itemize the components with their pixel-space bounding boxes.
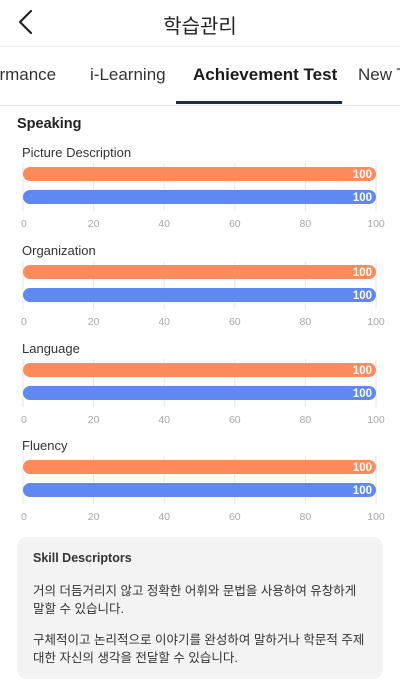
bar-value-label: 100 xyxy=(353,290,372,302)
bar-value-label: 100 xyxy=(353,485,372,497)
bar-value-label: 100 xyxy=(353,388,372,400)
bar-value-label: 100 xyxy=(353,365,372,377)
chart-language: Language 100 100 0 20 40 60 80 100 xyxy=(0,341,400,437)
tick-label: 0 xyxy=(21,218,27,230)
skill-descriptors-title: Skill Descriptors xyxy=(33,551,132,565)
tick-label: 40 xyxy=(158,316,170,328)
tab-achievement-test[interactable]: Achievement Test xyxy=(193,65,338,84)
tab-i-learning[interactable]: i-Learning xyxy=(90,65,166,84)
bar xyxy=(23,190,376,204)
bar xyxy=(23,386,376,400)
tick-label: 100 xyxy=(367,511,385,523)
bar xyxy=(23,288,376,302)
tab-performance[interactable]: ormance xyxy=(0,65,57,84)
tick-label: 100 xyxy=(367,218,385,230)
chart-fluency: Fluency 100 100 0 20 40 60 80 100 xyxy=(0,438,400,534)
bar-value-label: 100 xyxy=(353,462,372,474)
tick-label: 40 xyxy=(158,511,170,523)
tick-label: 80 xyxy=(300,316,312,328)
page-title: 학습관리 xyxy=(163,16,237,38)
tick-label: 20 xyxy=(88,414,100,426)
chart-title: Fluency xyxy=(22,438,68,453)
section-title: Speaking xyxy=(17,116,82,132)
tick-label: 0 xyxy=(21,511,27,523)
tick-label: 60 xyxy=(229,414,241,426)
tick-label: 60 xyxy=(229,218,241,230)
bar xyxy=(23,483,376,497)
tick-label: 60 xyxy=(229,511,241,523)
bar-value-label: 100 xyxy=(353,192,372,204)
tick-label: 100 xyxy=(367,414,385,426)
bar-value-label: 100 xyxy=(353,267,372,279)
tick-label: 20 xyxy=(88,511,100,523)
chart-title: Organization xyxy=(22,243,96,258)
back-button[interactable] xyxy=(12,8,40,36)
tick-label: 60 xyxy=(229,316,241,328)
tick-label: 80 xyxy=(300,511,312,523)
chart-title: Language xyxy=(22,341,80,356)
tab-bar: ormance i-Learning Achievement Test New … xyxy=(0,46,400,106)
bar xyxy=(23,167,376,181)
skill-descriptors-card: Skill Descriptors 거의 더듬거리지 않고 정확한 어휘와 문법… xyxy=(17,537,383,679)
bar-value-label: 100 xyxy=(353,169,372,181)
tick-label: 20 xyxy=(88,316,100,328)
chart-svg: 100 100 0 20 40 60 80 100 xyxy=(21,359,385,426)
tick-label: 80 xyxy=(300,414,312,426)
active-tab-indicator xyxy=(176,101,342,104)
chart-organization: Organization 100 100 0 20 40 60 80 100 xyxy=(0,243,400,339)
chevron-left-icon xyxy=(18,9,33,35)
tick-label: 0 xyxy=(21,414,27,426)
tick-label: 20 xyxy=(88,218,100,230)
bar xyxy=(23,265,376,279)
chart-svg: 100 100 0 20 40 60 80 100 xyxy=(21,456,385,523)
chart-svg: 100 100 0 20 40 60 80 100 xyxy=(21,163,385,230)
bar xyxy=(23,460,376,474)
tab-new-test[interactable]: New T xyxy=(358,65,400,84)
tick-label: 40 xyxy=(158,218,170,230)
tick-label: 40 xyxy=(158,414,170,426)
tick-label: 80 xyxy=(300,218,312,230)
app-header: 학습관리 xyxy=(0,0,400,44)
descriptor-paragraph: 거의 더듬거리지 않고 정확한 어휘와 문법을 사용하여 유창하게 말할 수 있… xyxy=(33,584,357,616)
chart-picture-description: Picture Description 100 100 0 20 40 60 80 100 xyxy=(0,145,400,241)
bar xyxy=(23,363,376,377)
tick-label: 100 xyxy=(367,316,385,328)
chart-svg: 100 100 0 20 40 60 80 100 xyxy=(21,261,385,328)
chart-title: Picture Description xyxy=(22,145,132,160)
tick-label: 0 xyxy=(21,316,27,328)
descriptor-paragraph: 구체적이고 논리적으로 이야기를 완성하여 말하거나 학문적 주제 대한 자신의… xyxy=(33,633,365,665)
